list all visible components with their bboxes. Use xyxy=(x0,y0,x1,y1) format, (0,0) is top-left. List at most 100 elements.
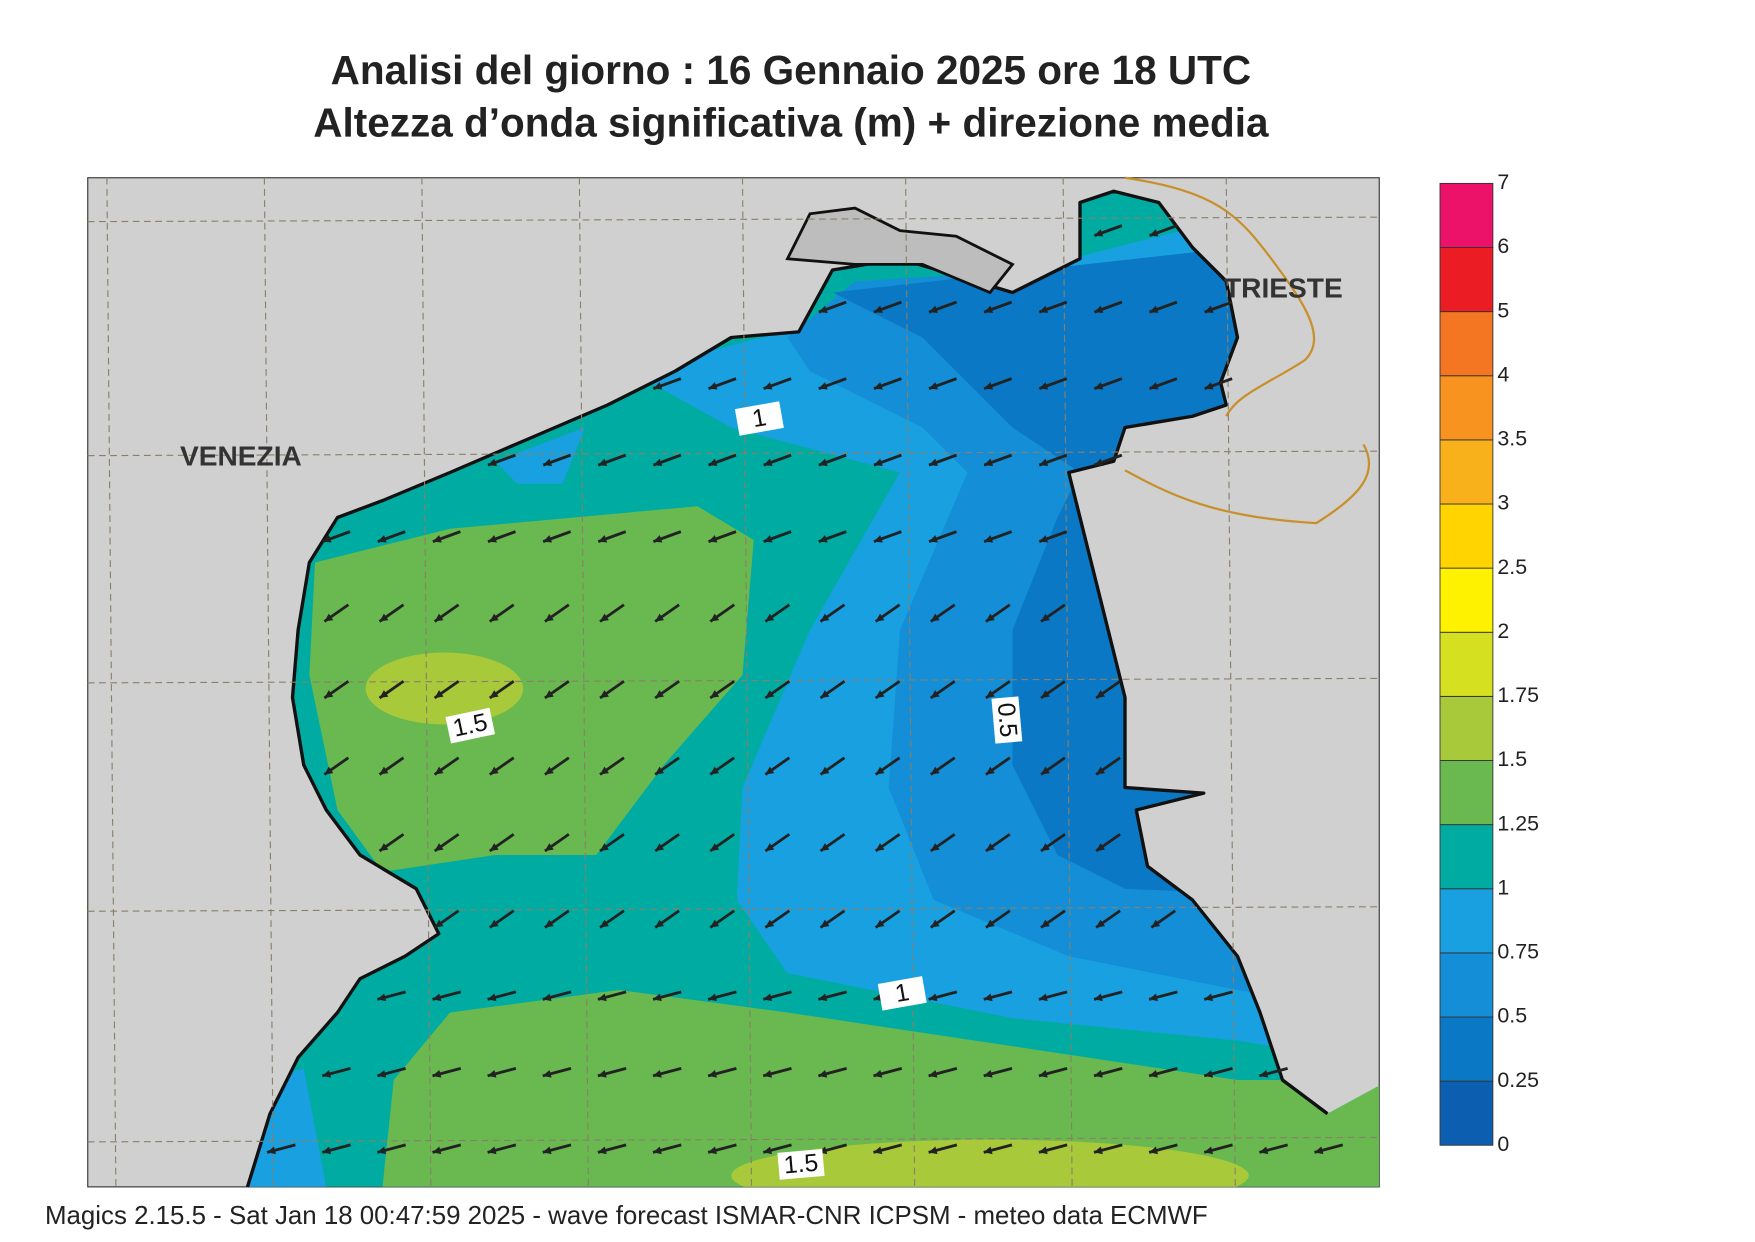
arrow-head xyxy=(763,535,773,543)
grid-line xyxy=(87,1136,1380,1143)
arrow-head xyxy=(655,766,665,775)
arrow-head xyxy=(873,1146,883,1155)
arrow-head xyxy=(1041,843,1050,852)
arrow-head xyxy=(985,843,995,852)
arrow-head xyxy=(434,690,444,699)
contour-label: 1.5 xyxy=(445,707,496,744)
arrow-head xyxy=(652,1070,662,1078)
arrow-head xyxy=(542,993,552,1002)
arrow-head xyxy=(818,993,828,1002)
colorbar-label: 3.5 xyxy=(1497,427,1527,451)
arrow-head xyxy=(1096,766,1106,775)
arrow-head xyxy=(324,766,334,775)
arrow-head xyxy=(600,843,609,852)
arrow-head xyxy=(600,919,609,928)
arrow-head xyxy=(1259,1146,1269,1155)
arrow-head xyxy=(928,1146,938,1155)
arrow-head xyxy=(379,690,389,699)
arrow-head xyxy=(600,766,609,775)
arrow-head xyxy=(708,458,718,467)
arrow-head xyxy=(873,535,883,543)
colorbar-label: 1.75 xyxy=(1497,683,1539,707)
arrow-head xyxy=(434,919,444,928)
border xyxy=(1124,176,1371,525)
arrow-head xyxy=(379,613,389,622)
grid-line xyxy=(87,216,1380,223)
arrow-head xyxy=(434,843,444,852)
footer: Magics 2.15.5 - Sat Jan 18 00:47:59 2025… xyxy=(45,1202,1208,1230)
arrow-head xyxy=(598,458,608,467)
arrow-head xyxy=(1149,305,1159,314)
label-box xyxy=(777,1148,825,1180)
arrow-head xyxy=(1204,382,1214,390)
arrow-head xyxy=(598,535,608,543)
arrow-head xyxy=(984,535,994,543)
arrow-head xyxy=(1096,690,1106,699)
arrow-head xyxy=(1096,843,1106,852)
arrow-head xyxy=(708,382,718,390)
contour-value: 1.5 xyxy=(783,1150,820,1180)
arrow-head xyxy=(818,1070,828,1078)
arrow-head xyxy=(324,613,334,622)
arrow-head xyxy=(542,1146,552,1155)
arrow-head xyxy=(929,382,938,390)
colorbar-label: 1.5 xyxy=(1497,747,1527,771)
arrow-head xyxy=(1041,613,1050,622)
arrow-head xyxy=(1314,1146,1324,1155)
arrow-head xyxy=(267,1146,276,1155)
arrow-head xyxy=(1204,1146,1214,1155)
arrow-head xyxy=(600,690,609,699)
arrow-head xyxy=(653,535,663,543)
arrow-head xyxy=(322,1070,332,1078)
color-box xyxy=(1439,567,1494,633)
arrow-head xyxy=(1149,1146,1158,1155)
arrow-head xyxy=(324,690,334,699)
contour-label: 1 xyxy=(734,401,784,436)
arrow-head xyxy=(765,690,775,699)
arrow-head xyxy=(875,690,885,699)
arrow-head xyxy=(1149,382,1159,390)
arrow-head xyxy=(710,919,720,928)
arrow-head xyxy=(708,535,718,543)
arrow-head xyxy=(1038,1070,1048,1078)
arrow-head xyxy=(544,613,554,622)
colorbar-label: 7 xyxy=(1497,170,1509,194)
arrow-head xyxy=(818,535,828,543)
arrow-head xyxy=(820,690,830,699)
arrow-head xyxy=(1041,690,1050,699)
arrow-head xyxy=(765,843,775,852)
arrow-head xyxy=(929,305,938,314)
city-label: VENEZIA xyxy=(180,440,302,471)
arrow-head xyxy=(544,843,554,852)
arrow-head xyxy=(544,919,554,928)
colorbar-label: 0.75 xyxy=(1497,940,1539,964)
arrow-head xyxy=(928,993,938,1002)
grid-line xyxy=(87,450,1380,457)
arrow-head xyxy=(487,1146,497,1155)
arrow-head xyxy=(1041,919,1050,928)
arrow-head xyxy=(765,919,775,928)
arrow-head xyxy=(652,1146,662,1155)
arrow-head xyxy=(322,535,332,543)
arrow-head xyxy=(379,766,389,775)
coastline xyxy=(245,189,1329,1188)
contour-value: 0.5 xyxy=(992,702,1022,739)
arrow-head xyxy=(488,458,497,467)
color-box xyxy=(1439,824,1494,890)
zone-0.75-1 xyxy=(495,427,585,484)
colorbar-label: 0.5 xyxy=(1497,1004,1527,1028)
arrow-head xyxy=(710,690,720,699)
arrow-head xyxy=(597,1070,607,1078)
arrow-head xyxy=(763,382,773,390)
arrow-head xyxy=(1149,993,1158,1002)
arrow-head xyxy=(763,993,773,1002)
arrow-head xyxy=(873,458,883,467)
arrow-head xyxy=(985,690,995,699)
color-box xyxy=(1439,1016,1494,1082)
color-box xyxy=(1439,375,1494,441)
color-box xyxy=(1439,1080,1494,1146)
contour-label: 1 xyxy=(877,976,927,1011)
color-box xyxy=(1439,952,1494,1018)
arrow-head xyxy=(489,613,499,622)
arrow-head xyxy=(984,305,994,314)
